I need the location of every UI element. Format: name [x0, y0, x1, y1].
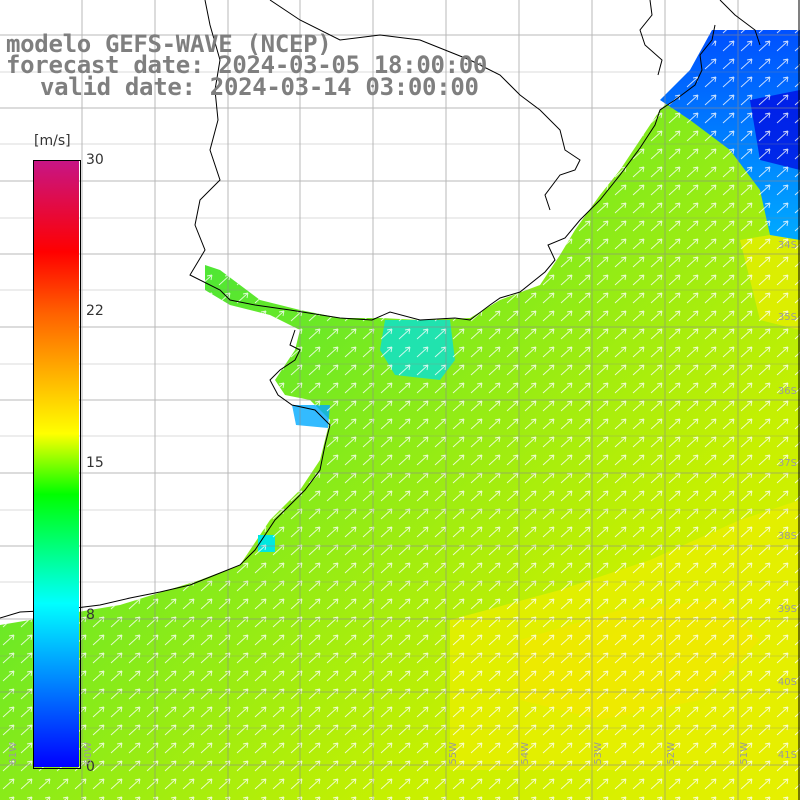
lat-label: 38S — [777, 531, 797, 542]
colorbar-tick: 22 — [86, 303, 104, 319]
model-title: modelo GEFS-WAVE (NCEP) — [6, 30, 332, 58]
ocean-field — [0, 30, 800, 800]
colorbar-tick: 0 — [86, 759, 95, 775]
lat-label: 39S — [777, 604, 797, 615]
lon-label: 53W — [593, 742, 604, 765]
lat-label: 36S — [777, 386, 797, 397]
colorbar-tick: 30 — [86, 152, 104, 168]
lon-label: 51W — [739, 742, 750, 765]
lon-label: 61W — [8, 742, 19, 765]
lon-label: 55W — [448, 742, 459, 765]
colorbar-gradient — [34, 161, 79, 767]
lat-label: 34S — [777, 240, 797, 251]
colorbar-unit: [m/s] — [34, 133, 71, 149]
lat-label: 40S — [777, 677, 797, 688]
colorbar — [33, 160, 81, 769]
lon-label: 52W — [666, 742, 677, 765]
forecast-date: forecast date: 2024-03-05 18:00:00 — [6, 51, 488, 79]
colorbar-tick: 8 — [86, 607, 95, 623]
lat-label: 37S — [777, 458, 797, 469]
coastline — [0, 0, 761, 619]
colorbar-tick: 15 — [86, 455, 104, 471]
lat-label: 35S — [777, 312, 797, 323]
valid-date: valid date: 2024-03-14 03:00:00 — [40, 73, 479, 101]
lat-label: 41S — [777, 750, 797, 761]
lon-label: 60W — [83, 742, 94, 765]
lon-label: 54W — [520, 742, 531, 765]
